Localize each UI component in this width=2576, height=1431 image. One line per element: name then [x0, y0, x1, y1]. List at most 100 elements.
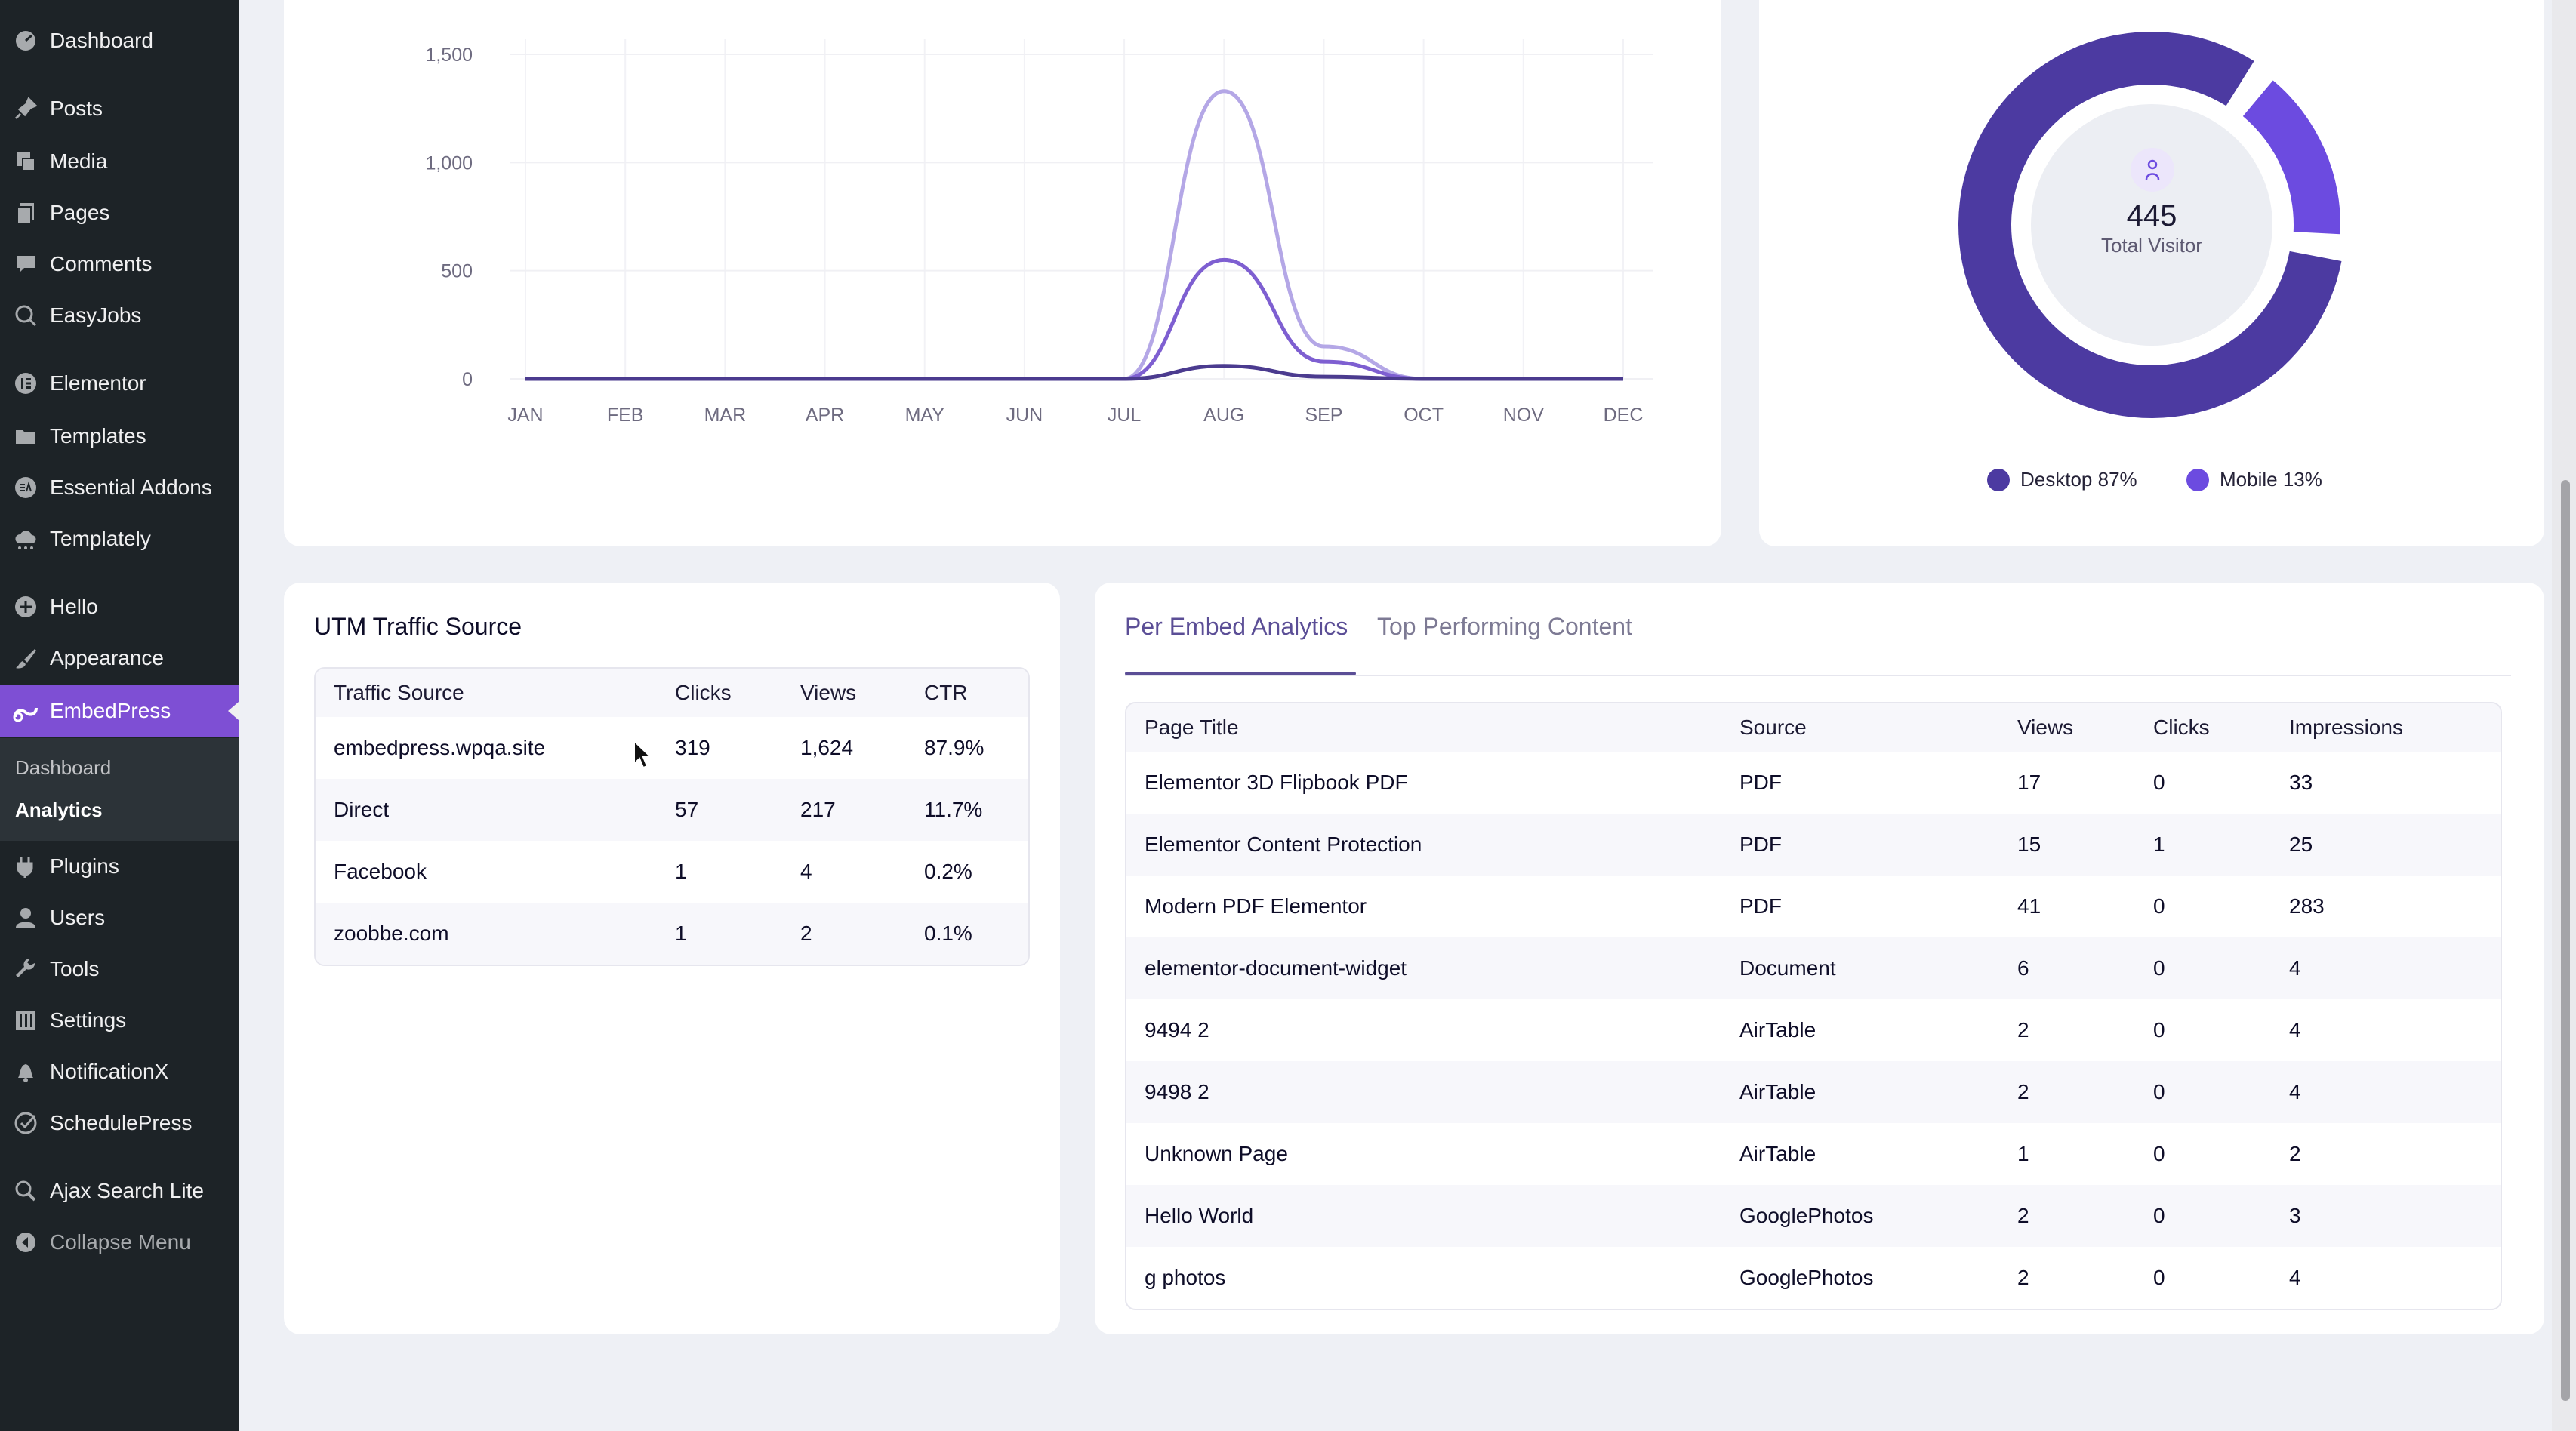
tab-per-embed-analytics[interactable]: Per Embed Analytics	[1125, 613, 1348, 640]
legend-label-mobile: Mobile 13%	[2220, 468, 2322, 491]
x-tick-label: MAR	[704, 405, 747, 426]
embedpress-submenu: Dashboard Analytics	[0, 738, 239, 841]
mouse-cursor-icon	[633, 740, 652, 769]
sidebar-item-notificationx[interactable]: NotificationX	[0, 1046, 239, 1097]
impressions-cell: 25	[2289, 832, 2313, 856]
submenu-item-dashboard[interactable]: Dashboard	[15, 756, 112, 779]
sidebar-item-plugins[interactable]: Plugins	[0, 841, 239, 892]
source-cell: GooglePhotos	[1739, 1204, 1874, 1227]
sidebar-item-tools[interactable]: Tools	[0, 943, 239, 995]
y-tick-label: 0	[462, 369, 473, 390]
column-header-impressions: Impressions	[2289, 716, 2403, 739]
bell-icon	[9, 1055, 42, 1088]
legend-dot-mobile	[2186, 468, 2209, 491]
sidebar-item-label: Media	[50, 149, 108, 173]
sidebar-item-schedulepress[interactable]: SchedulePress	[0, 1097, 239, 1149]
sidebar-item-templates[interactable]: Templates	[0, 411, 239, 462]
ctr-cell: 87.9%	[924, 736, 984, 759]
views-cell: 217	[800, 798, 836, 821]
x-tick-label: AUG	[1203, 405, 1244, 426]
sidebar-item-label: Templates	[50, 424, 146, 448]
sidebar-item-label: EmbedPress	[50, 699, 171, 722]
tab-top-performing-content[interactable]: Top Performing Content	[1377, 613, 1632, 640]
column-header-clicks: Clicks	[675, 681, 732, 704]
pin-icon	[9, 92, 42, 125]
legend-label-desktop: Desktop 87%	[2020, 468, 2137, 491]
sidebar-item-label: NotificationX	[50, 1060, 169, 1083]
collapse-icon	[9, 1226, 42, 1259]
y-tick-label: 1,500	[425, 45, 473, 66]
device-donut-chart	[1958, 31, 2342, 418]
legend-mobile: Mobile 13%	[2186, 468, 2322, 491]
brush-icon	[9, 642, 42, 675]
column-header-ctr: CTR	[924, 681, 968, 704]
sidebar-item-embedpress[interactable]: EmbedPress	[0, 685, 239, 737]
total-visitor-count: 445	[2126, 199, 2177, 232]
legend-dot-desktop	[1987, 468, 2010, 491]
settings-icon	[9, 1004, 42, 1037]
traffic-source-cell: embedpress.wpqa.site	[334, 736, 546, 759]
column-header-views: Views	[800, 681, 857, 704]
submenu-item-analytics[interactable]: Analytics	[15, 799, 103, 821]
sidebar-item-ajax-search-lite[interactable]: Ajax Search Lite	[0, 1165, 239, 1217]
table-row: zoobbe.com 1 2 0.1%	[316, 903, 1028, 965]
sidebar-item-label: Appearance	[50, 646, 165, 669]
donut-center	[2031, 104, 2272, 346]
clicks-cell: 0	[2153, 1018, 2165, 1042]
source-cell: AirTable	[1739, 1142, 1816, 1165]
tab-divider	[1125, 675, 2511, 676]
dashboard-icon	[9, 24, 42, 57]
pages-icon	[9, 196, 42, 229]
sidebar-item-label: Templately	[50, 527, 151, 550]
device-analytics-card: 445 Total Visitor Desktop 87% Mobile 13%	[1759, 0, 2544, 546]
traffic-source-cell: Facebook	[334, 860, 427, 883]
sidebar-item-easyjobs[interactable]: EasyJobs	[0, 290, 239, 341]
sidebar-item-media[interactable]: Media	[0, 136, 239, 187]
sidebar-item-templately[interactable]: Templately	[0, 513, 239, 565]
impressions-cell: 3	[2289, 1204, 2301, 1227]
table-header-row: Page Title Source Views Clicks Impressio…	[1126, 703, 2501, 752]
sidebar-item-hello[interactable]: Hello	[0, 581, 239, 632]
page-title-cell: Unknown Page	[1145, 1142, 1288, 1165]
impressions-cell: 4	[2289, 1266, 2301, 1289]
table-row: 9498 2 AirTable 2 0 4	[1126, 1061, 2501, 1123]
sidebar-item-users[interactable]: Users	[0, 892, 239, 943]
source-cell: AirTable	[1739, 1018, 1816, 1042]
sidebar-item-elementor[interactable]: Elementor	[0, 358, 239, 409]
views-line-chart: 1,500 1,000 500 0 JAN FEB MAR APR MAY JUN JUL AUG SE…	[425, 39, 1653, 426]
page-scrollbar-thumb[interactable]	[2561, 480, 2570, 1401]
search-icon	[9, 1174, 42, 1208]
collapse-menu-button[interactable]: Collapse Menu	[0, 1217, 239, 1268]
sidebar-item-label: Hello	[50, 595, 98, 618]
sidebar-item-label: Users	[50, 906, 106, 929]
cloud-icon	[9, 522, 42, 555]
user-icon	[9, 901, 42, 934]
sidebar-item-posts[interactable]: Posts	[0, 83, 239, 134]
sidebar-item-label: Tools	[50, 957, 100, 980]
utm-card-title: UTM Traffic Source	[314, 613, 522, 640]
views-cell: 1	[2017, 1142, 2029, 1165]
sidebar-item-pages[interactable]: Pages	[0, 187, 239, 238]
comment-icon	[9, 248, 42, 281]
sidebar-item-label: Elementor	[50, 371, 146, 395]
media-icon	[9, 145, 42, 178]
plugin-icon	[9, 850, 42, 883]
donut-slice-mobile	[2242, 80, 2340, 235]
sidebar-item-dashboard[interactable]: Dashboard	[0, 15, 239, 66]
sidebar-item-appearance[interactable]: Appearance	[0, 632, 239, 684]
sidebar-item-label: Comments	[50, 252, 153, 275]
sidebar-item-label: Dashboard	[50, 29, 153, 52]
column-header-traffic-source: Traffic Source	[334, 681, 464, 704]
sidebar-item-comments[interactable]: Comments	[0, 238, 239, 290]
source-cell: PDF	[1739, 894, 1782, 918]
elementor-icon	[9, 367, 42, 400]
views-cell: 1,624	[800, 736, 854, 759]
impressions-cell: 33	[2289, 771, 2313, 794]
sidebar-item-label: Essential Addons	[50, 475, 212, 499]
sidebar-item-settings[interactable]: Settings	[0, 995, 239, 1046]
views-cell: 2	[2017, 1204, 2029, 1227]
sidebar-item-essential-addons[interactable]: Essential Addons	[0, 462, 239, 513]
table-row: Facebook 1 4 0.2%	[316, 841, 1028, 903]
column-header-views: Views	[2017, 716, 2074, 739]
clicks-cell: 0	[2153, 771, 2165, 794]
